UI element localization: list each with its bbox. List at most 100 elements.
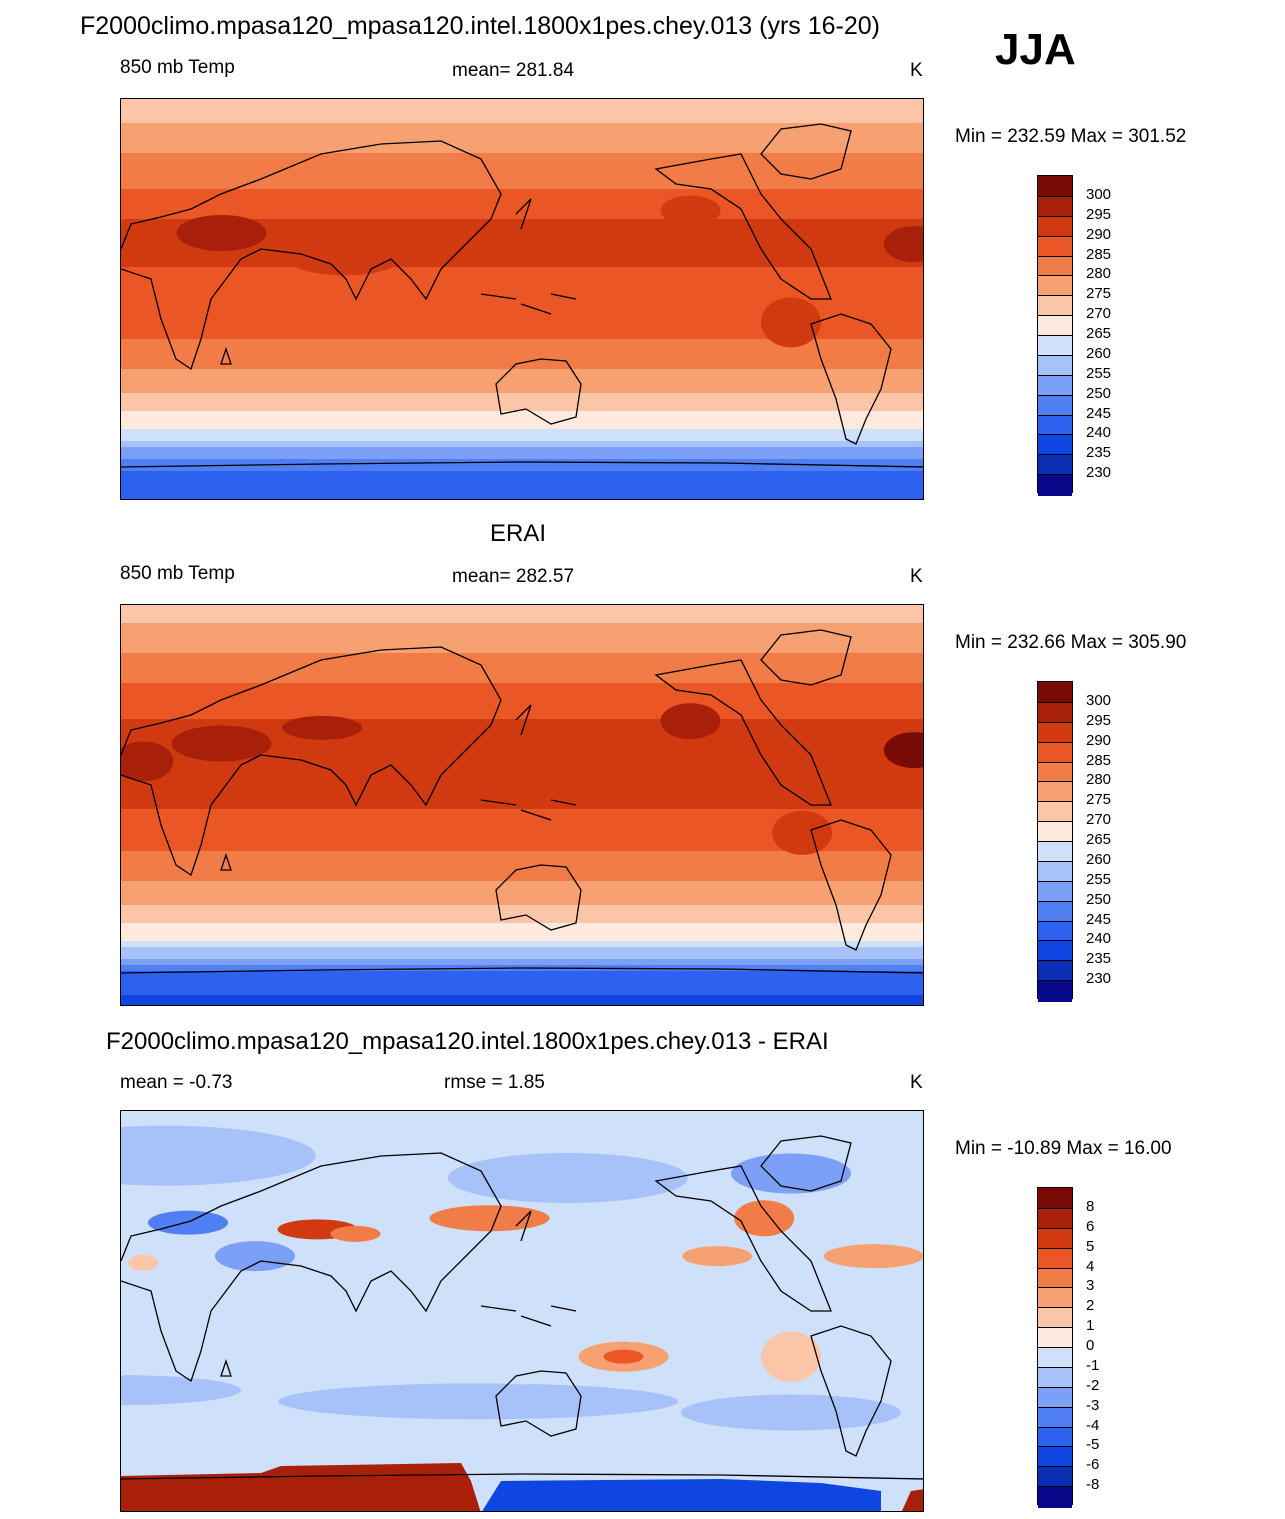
field-band (121, 429, 923, 436)
field-band (121, 635, 923, 642)
field-band (121, 489, 923, 496)
colorbar-tick-label: 290 (1086, 731, 1112, 749)
colorbar-tick-label: -3 (1086, 1396, 1100, 1414)
colorbar-cell (1038, 414, 1072, 436)
coastline (495, 864, 582, 931)
field-blob (121, 741, 174, 782)
field-band (121, 333, 923, 340)
panel2-mean-label: mean= 282.57 (452, 566, 575, 587)
colorbar-tick-label: 4 (1086, 1257, 1095, 1275)
field-band (121, 971, 923, 978)
colorbar-tick-label: 300 (1086, 691, 1112, 709)
field-band (121, 465, 923, 472)
field-band (121, 809, 923, 816)
colorbar-cell (1038, 980, 1072, 1002)
colorbar-tick-label: 290 (1086, 225, 1112, 243)
field-band (121, 905, 923, 912)
colorbar-cell (1038, 781, 1072, 803)
field-band (121, 147, 923, 154)
field-band (121, 677, 923, 684)
field-band (121, 249, 923, 256)
coastline (121, 140, 502, 371)
field-band (121, 387, 923, 394)
colorbar-cell (1038, 1347, 1072, 1369)
field-band (121, 653, 923, 660)
coastline (121, 1152, 502, 1383)
coastline (550, 1305, 577, 1312)
panel2-units-label: K (910, 566, 923, 587)
colorbar-cell (1038, 434, 1072, 456)
field-band (121, 641, 923, 648)
coastline (760, 1135, 852, 1192)
field-band (121, 441, 923, 448)
colorbar-cell (1038, 682, 1072, 703)
coastline (654, 659, 832, 806)
colorbar-tick-label: 295 (1086, 711, 1112, 729)
field-band (121, 947, 923, 954)
field-blob (823, 1244, 923, 1269)
field-band (121, 629, 923, 636)
coastline (760, 629, 852, 686)
colorbar-tick-label: 1 (1086, 1317, 1095, 1335)
colorbar-cell (1038, 920, 1072, 942)
panel3-minmax: Min = -10.89 Max = 16.00 (955, 1138, 1172, 1159)
field-band (121, 381, 923, 388)
field-band (121, 369, 923, 376)
field-blob (215, 1241, 295, 1272)
field-blob (278, 1383, 679, 1420)
panel2-map (120, 604, 924, 1006)
colorbar-tick-label: 260 (1086, 850, 1112, 868)
field-band (121, 177, 923, 184)
field-band (121, 339, 923, 346)
field-band (121, 105, 923, 112)
field-band (121, 857, 923, 864)
colorbar-cell (1038, 1386, 1072, 1409)
colorbar-cell (1038, 1446, 1072, 1468)
field-band (121, 495, 923, 499)
coastline (121, 461, 923, 468)
field-band (121, 887, 923, 894)
field-band (121, 315, 923, 322)
field-band (121, 839, 923, 846)
coastline (760, 123, 852, 180)
colorbar-tick-label: 280 (1086, 771, 1112, 789)
colorbar-cell (1038, 841, 1072, 863)
panel3-mean-label: mean = -0.73 (120, 1072, 233, 1093)
panel3-rmse-label: rmse = 1.85 (444, 1072, 545, 1093)
colorbar-cell (1038, 1307, 1072, 1329)
coastline (810, 1325, 892, 1457)
colorbar-cell (1038, 235, 1072, 257)
colorbar-tick-label: 265 (1086, 831, 1112, 848)
colorbar-cell (1038, 315, 1072, 337)
field-band (121, 435, 923, 442)
colorbar-tick-label: 250 (1086, 890, 1112, 908)
field-blob (171, 725, 272, 762)
panel1-colorbar (1037, 175, 1073, 496)
colorbar-cell (1038, 1267, 1072, 1289)
colorbar-tick-label: 235 (1086, 444, 1112, 462)
field-band (121, 821, 923, 828)
colorbar-tick-label: 250 (1086, 384, 1112, 402)
field-band (121, 683, 923, 690)
colorbar-cell (1038, 215, 1072, 238)
field-band (121, 447, 923, 454)
field-blob (761, 1331, 821, 1382)
field-blob (603, 1349, 644, 1364)
field-band (121, 695, 923, 702)
coastline (495, 358, 582, 425)
field-blob (447, 1153, 688, 1203)
colorbar-tick-label: 285 (1086, 751, 1112, 769)
panel3-colorbar (1037, 1187, 1073, 1508)
field-band (121, 611, 923, 618)
colorbar-tick-label: -6 (1086, 1456, 1100, 1474)
field-band (121, 803, 923, 810)
antarctic-warm-bias (901, 1489, 923, 1511)
field-blob (772, 810, 833, 855)
field-band (121, 1001, 923, 1005)
field-blob (681, 1394, 901, 1431)
colorbar-cell (1038, 195, 1072, 218)
colorbar-tick-label: -5 (1086, 1436, 1100, 1454)
colorbar-cell (1038, 1188, 1072, 1209)
coastline (220, 346, 232, 365)
colorbar-tick-label: 235 (1086, 950, 1112, 968)
